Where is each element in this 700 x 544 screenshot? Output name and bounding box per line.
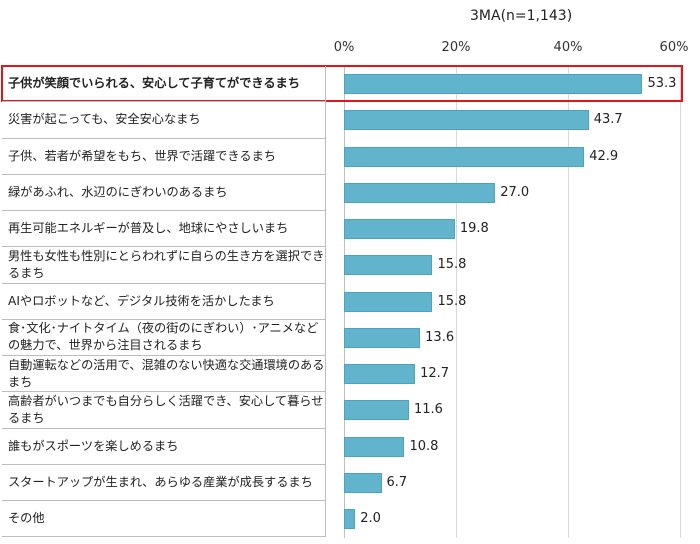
- data-label: 53.3: [647, 76, 677, 91]
- bar: [344, 74, 643, 94]
- bar: [344, 146, 585, 167]
- bar: [344, 509, 356, 529]
- data-label: 15.8: [437, 293, 467, 309]
- category-label: 子供が笑顔でいられる、安心して子育てができるまち: [2, 66, 326, 103]
- data-label: 10.8: [409, 438, 439, 454]
- data-label: 11.6: [413, 402, 443, 418]
- bar: [344, 182, 496, 203]
- bar: [344, 327, 421, 348]
- x-tick-label: 0%: [333, 40, 355, 55]
- category-label: 自動運転などの活用で、混雑のない快適な交通環境のあるまち: [2, 356, 326, 393]
- category-label: 食･文化･ナイトタイム（夜の街のにぎわい）･アニメなどの魅力で、世界から注目され…: [2, 319, 326, 356]
- x-tick-label: 60%: [659, 40, 689, 55]
- category-label: その他: [2, 501, 326, 538]
- data-label: 2.0: [360, 511, 381, 526]
- sample-note: 3MA(n=1,143): [470, 8, 573, 24]
- category-label: 誰もがスポーツを楽しめるまち: [2, 428, 326, 465]
- bar: [344, 472, 382, 493]
- data-label: 27.0: [500, 184, 530, 200]
- bar: [344, 400, 409, 421]
- data-label: 15.8: [437, 257, 467, 273]
- data-label: 43.7: [593, 112, 623, 128]
- data-label: 13.6: [425, 329, 455, 345]
- bar: [344, 291, 433, 312]
- category-label: AIやロボットなど、デジタル技術を活かしたまち: [2, 283, 326, 320]
- gridline: [680, 66, 681, 538]
- data-label: 42.9: [589, 148, 619, 164]
- category-label: 緑があふれ、水辺のにぎわいのあるまち: [2, 174, 326, 211]
- highlight-box: [1, 65, 683, 102]
- bar: [344, 364, 416, 384]
- bar: [344, 255, 433, 276]
- category-label: 子供、若者が希望をもち、世界で活躍できるまち: [2, 138, 326, 175]
- category-label: スタートアップが生まれ、あらゆる産業が成長するまち: [2, 464, 326, 501]
- data-label: 19.8: [459, 221, 489, 236]
- x-tick-label: 20%: [441, 40, 471, 55]
- bar: [344, 110, 589, 131]
- x-tick-label: 40%: [553, 40, 583, 55]
- category-label: 災害が起こっても、安全安心なまち: [2, 102, 326, 139]
- bar: [344, 436, 405, 457]
- data-label: 12.7: [420, 366, 450, 381]
- bar: [344, 219, 455, 239]
- gridline: [568, 66, 569, 538]
- gridline: [456, 66, 457, 538]
- category-label: 男性も女性も性別にとらわれずに自らの生き方を選択できるまち: [2, 247, 326, 284]
- category-label: 再生可能エネルギーが普及し、地球にやさしいまち: [2, 211, 326, 248]
- category-label: 高齢者がいつまでも自分らしく活躍でき、安心して暮らせるまち: [2, 392, 326, 429]
- data-label: 6.7: [386, 474, 408, 490]
